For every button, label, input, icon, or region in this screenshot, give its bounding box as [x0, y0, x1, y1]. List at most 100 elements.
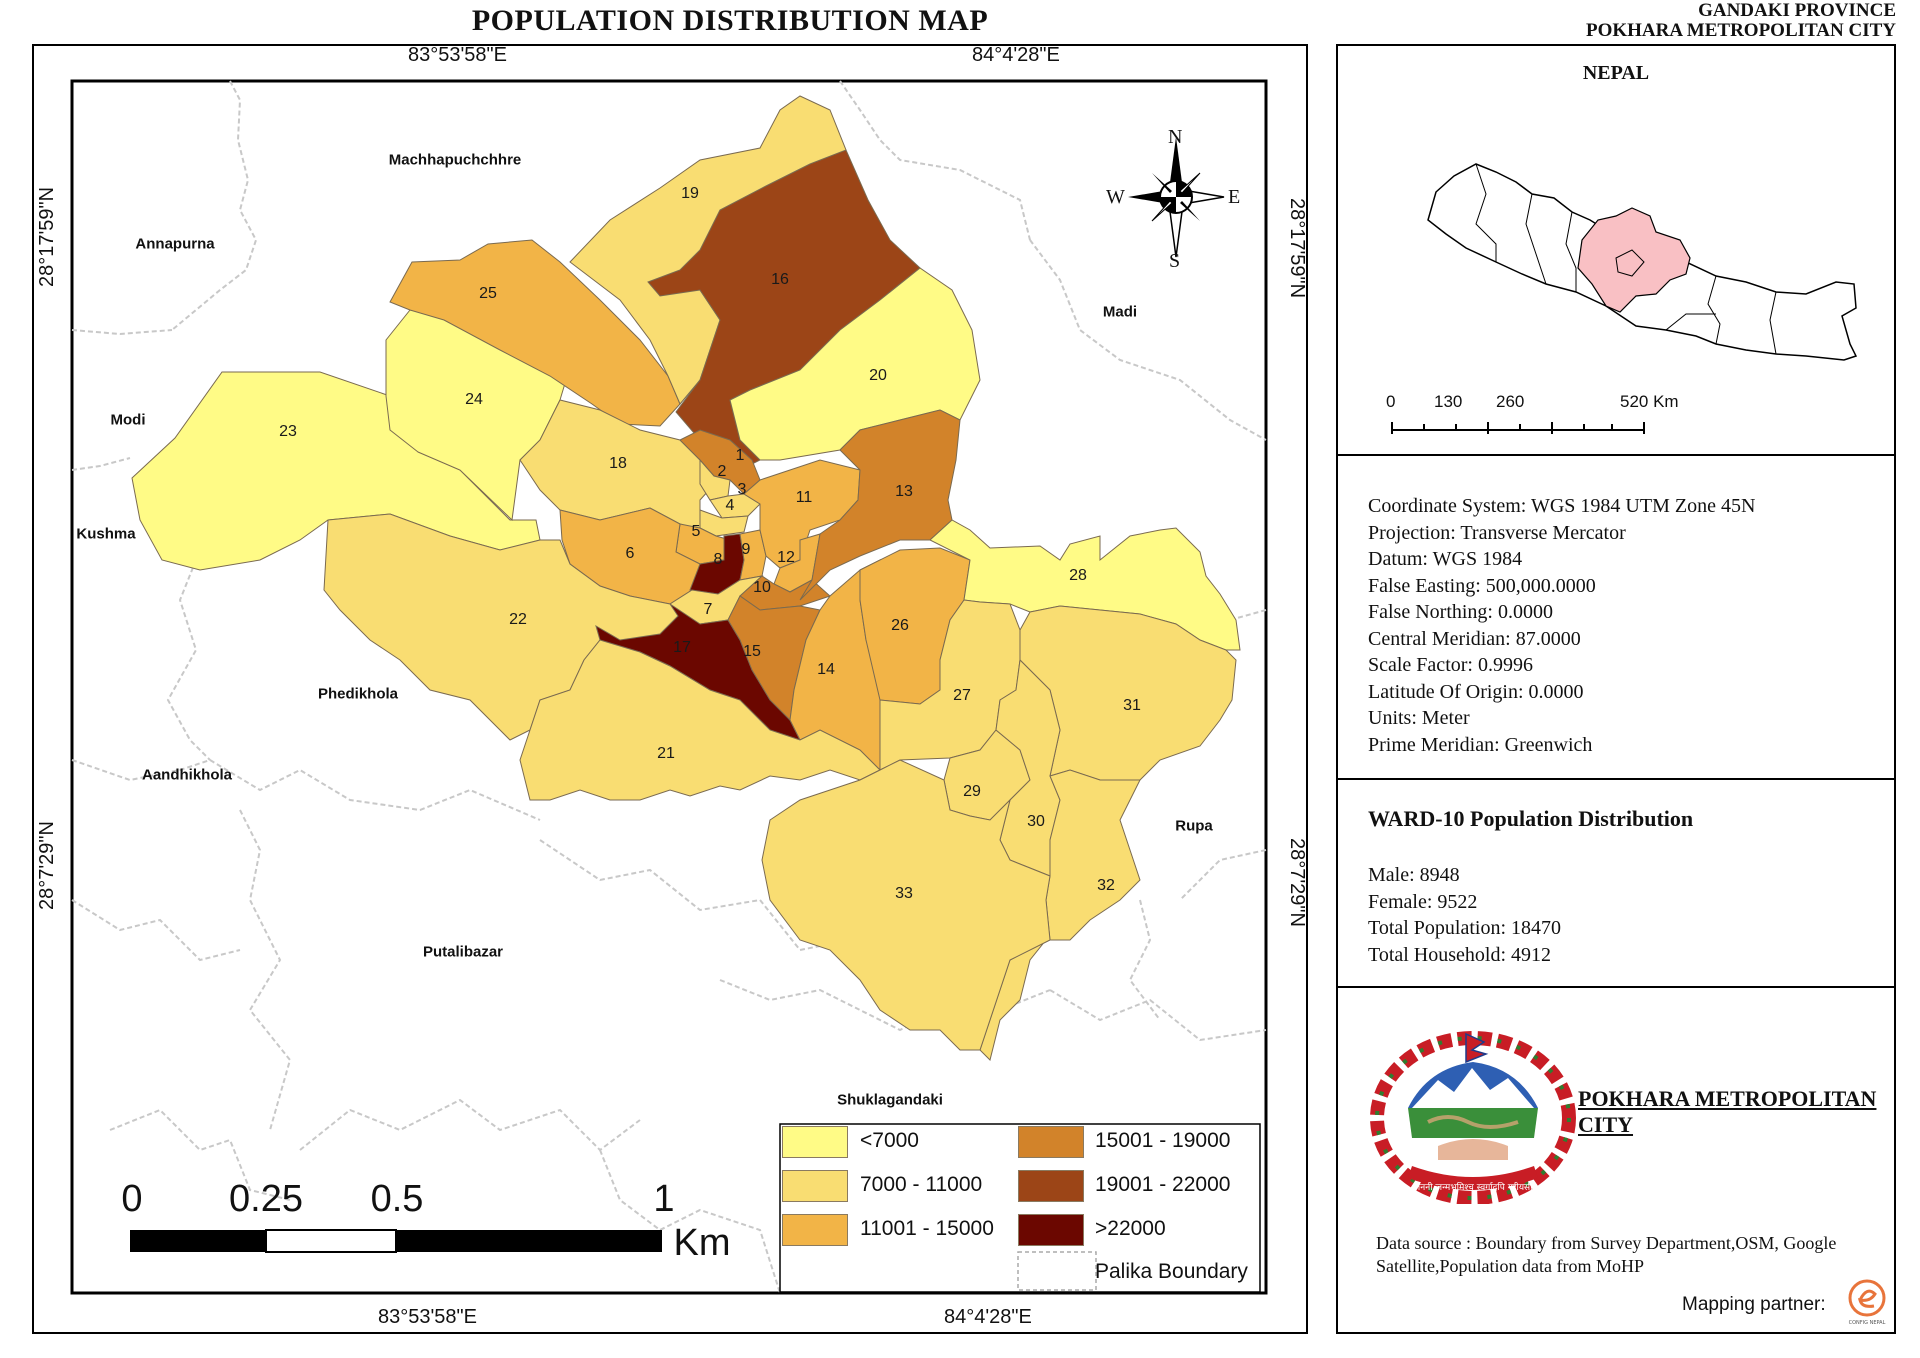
graticule-top-left: 83°53'58"E	[408, 44, 507, 66]
scale-bar	[130, 1229, 662, 1253]
ward-label-18: 18	[609, 455, 627, 472]
ward-label-24: 24	[465, 391, 483, 408]
emblem-motto: जननी जन्मभूमिश्च स्वर्गादपि गरीयसी	[1414, 1181, 1534, 1193]
coord-system: Coordinate System: WGS 1984 UTM Zone 45N	[1368, 495, 1756, 517]
inset-scale-520: 520 Km	[1620, 392, 1679, 411]
ward-label-17: 17	[673, 639, 691, 656]
ward-label-15: 15	[743, 643, 761, 660]
partner-logo-text: CONFIG NEPAL	[1849, 1320, 1886, 1326]
projection: Projection: Transverse Mercator	[1368, 521, 1626, 544]
ward-22	[323, 513, 679, 741]
ward-label-6: 6	[626, 545, 635, 562]
legend-palika-label: Palika Boundary	[1095, 1260, 1248, 1283]
ward-label-14: 14	[817, 661, 835, 678]
scale-factor: Scale Factor: 0.9996	[1368, 654, 1533, 676]
ward-polygons	[131, 95, 1241, 1061]
north-arrow-icon	[1128, 137, 1225, 258]
ward-male: Male: 8948	[1368, 864, 1460, 886]
legend-label-2: 7000 - 11000	[860, 1173, 983, 1196]
mapping-partner: Mapping partner:	[1682, 1294, 1826, 1315]
ward-label-31: 31	[1123, 697, 1141, 714]
legend-swatch-1	[782, 1126, 848, 1158]
ward-label-8: 8	[714, 551, 723, 568]
ward-label-26: 26	[891, 617, 909, 634]
panel-divider-2	[1336, 778, 1896, 780]
latitude-origin: Latitude Of Origin: 0.0000	[1368, 680, 1584, 703]
ward-label-5: 5	[692, 523, 701, 540]
place-madi: Madi	[1102, 303, 1138, 321]
legend-swatch-3	[782, 1214, 848, 1246]
place-aandhikhola: Aandhikhola	[141, 766, 233, 784]
ward-label-11: 11	[796, 489, 813, 506]
gandaki-highlight	[1577, 207, 1691, 313]
nepal-inset-map	[1391, 163, 1858, 434]
legend-swatch-2	[782, 1170, 848, 1202]
ward-label-9: 9	[742, 541, 751, 558]
ward-13	[799, 409, 961, 601]
ward-label-3: 3	[738, 481, 747, 498]
ward-label-2: 2	[718, 463, 727, 480]
legend-swatch-6	[1018, 1214, 1084, 1246]
panel-divider-1	[1336, 454, 1896, 456]
ward-label-32: 32	[1097, 877, 1115, 894]
ward-label-10: 10	[753, 579, 771, 596]
north-letter: N	[1168, 126, 1183, 148]
logo-city-name: POKHARA METROPOLITAN CITY	[1578, 1086, 1877, 1137]
ward-28	[929, 519, 1241, 651]
false-northing: False Northing: 0.0000	[1368, 601, 1553, 623]
inset-scale-0: 0	[1386, 392, 1396, 411]
main-map-frame	[32, 44, 1308, 1334]
right-panel-frame	[1336, 44, 1896, 1334]
ward-label-25: 25	[479, 285, 497, 302]
ward-female: Female: 9522	[1368, 890, 1478, 913]
legend-palika-swatch	[1017, 1251, 1097, 1291]
province-lines	[1475, 163, 1777, 355]
ward-33	[761, 759, 1051, 1051]
province-label: GANDAKI PROVINCE	[1698, 0, 1896, 21]
datum: Datum: WGS 1984	[1368, 548, 1523, 570]
ward-stats: Male: 8948 Female: 9522 Total Population…	[1368, 862, 1561, 968]
panel-divider-3	[1336, 986, 1896, 988]
city-header-label: POKHARA METROPOLITAN CITY	[1585, 20, 1896, 41]
ward-label-30: 30	[1027, 813, 1045, 830]
inset-title: NEPAL	[1582, 62, 1650, 84]
central-meridian: Central Meridian: 87.0000	[1368, 627, 1581, 650]
legend-label-1: <7000	[860, 1129, 919, 1152]
ward-label-20: 20	[869, 367, 887, 384]
legend-label-4: 15001 - 19000	[1095, 1129, 1231, 1152]
place-rupa: Rupa	[1175, 817, 1213, 835]
units: Units: Meter	[1368, 707, 1470, 729]
ward-label-19: 19	[681, 185, 699, 202]
ward-stats-heading: WARD-10 Population Distribution	[1368, 806, 1694, 831]
scale-unit: Km	[673, 1222, 731, 1264]
place-phedikhola: Phedikhola	[317, 685, 399, 703]
ward-label-13: 13	[895, 483, 913, 500]
ward-total: Total Population: 18470	[1368, 917, 1562, 939]
legend-label-3: 11001 - 15000	[860, 1217, 994, 1240]
scale-tick-025: 0.25	[229, 1178, 303, 1220]
ward-20	[729, 267, 981, 461]
place-kushma: Kushma	[76, 525, 136, 543]
map-title: POPULATION DISTRIBUTION MAP	[471, 4, 989, 37]
legend-label-5: 19001 - 22000	[1095, 1173, 1231, 1196]
inset-scale-bar	[1391, 422, 1645, 434]
inset-scale-130: 130	[1434, 392, 1463, 411]
scale-tick-1: 1	[653, 1178, 675, 1220]
ward-label-4: 4	[726, 497, 735, 514]
ward-labels: 1 2 3 4 5 6 7 8 9 10 11 12 13 14 15 16 1…	[279, 185, 1141, 902]
south-letter: S	[1169, 250, 1181, 272]
west-letter: W	[1106, 186, 1125, 208]
place-machhapuchchhre: Machhapuchchhre	[388, 151, 522, 169]
legend-label-6: >22000	[1095, 1217, 1166, 1240]
inset-scale-260: 260	[1496, 392, 1525, 411]
scale-tick-0: 0	[121, 1178, 143, 1220]
legend-swatch-4	[1018, 1126, 1084, 1158]
place-shuklagandaki: Shuklagandaki	[837, 1091, 943, 1109]
prime-meridian: Prime Meridian: Greenwich	[1368, 733, 1593, 756]
graticule-bottom-right: 84°4'28"E	[944, 1306, 1032, 1328]
graticule-top-right: 84°4'28"E	[972, 44, 1060, 66]
ward-label-33: 33	[895, 885, 913, 902]
graticule-bottom-left: 83°53'58"E	[378, 1306, 477, 1328]
ward-label-7: 7	[704, 601, 713, 618]
